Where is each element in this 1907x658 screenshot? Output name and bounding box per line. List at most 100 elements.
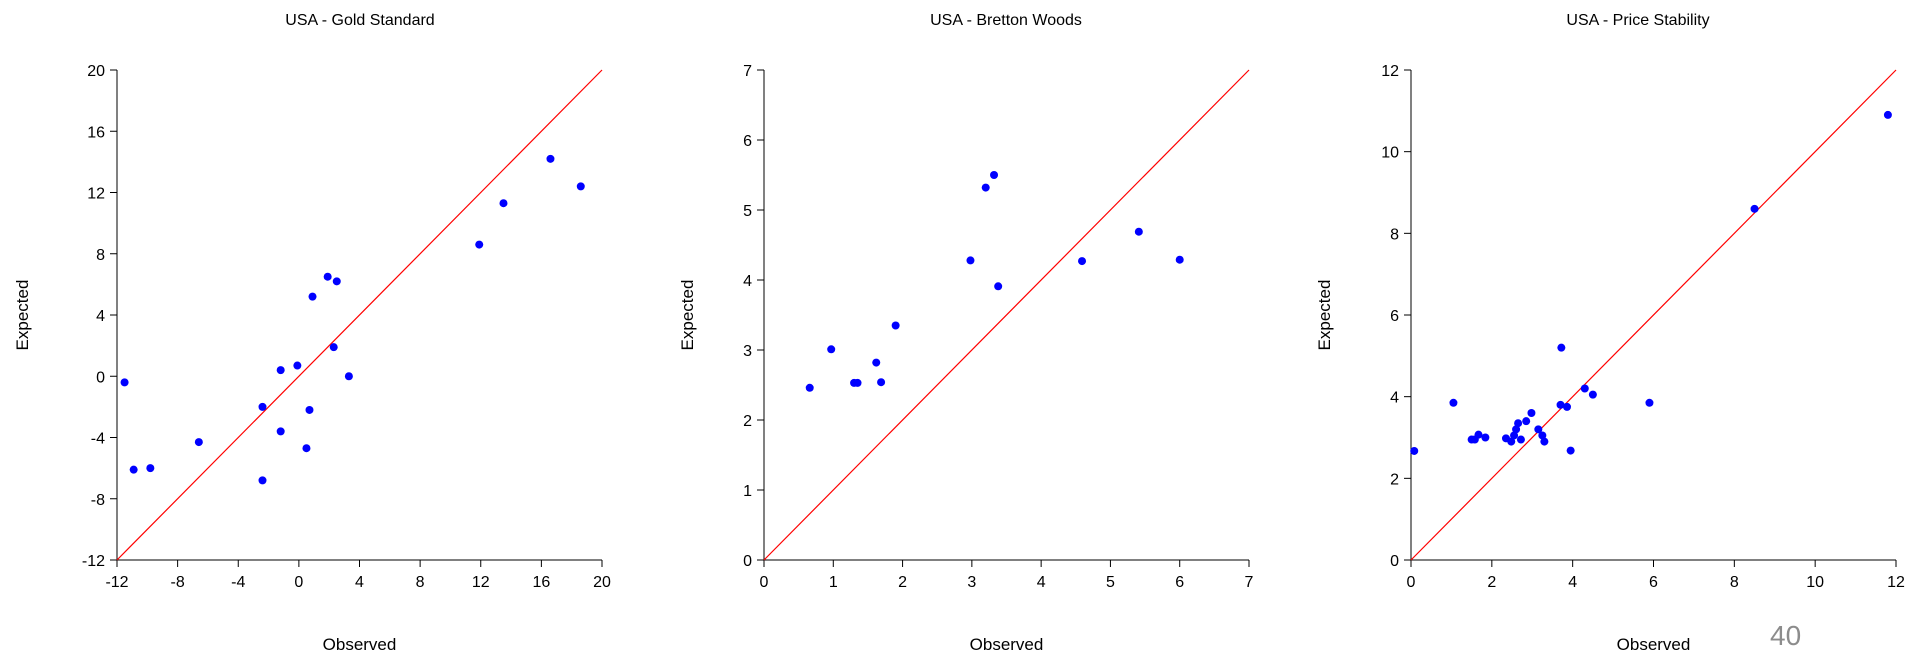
x-tick-label: 2 [1487,574,1496,591]
y-tick-label: 3 [743,343,752,360]
reference-line [763,69,1250,561]
y-tick-label: 8 [1390,226,1399,243]
y-tick-label: 6 [743,133,752,150]
data-point [120,378,129,387]
x-tick-label: 10 [1806,574,1824,591]
data-point [853,378,862,387]
data-point [146,464,155,473]
data-point [1516,435,1525,444]
data-point [1410,446,1419,455]
data-point [1134,227,1143,236]
x-tick-label: 6 [1649,574,1658,591]
x-tick-label: 1 [829,574,838,591]
data-point [877,378,886,387]
data-point [1538,431,1547,440]
data-point [994,282,1003,291]
data-point [891,321,900,330]
data-point [305,405,314,414]
data-point [546,154,555,163]
x-axis-label: Observed [323,635,397,654]
data-point [308,292,317,301]
data-point [1588,390,1597,399]
x-tick-label: 8 [416,574,425,591]
x-tick-label: 0 [294,574,303,591]
y-tick-label: 7 [743,63,752,80]
y-tick-label: 16 [87,124,105,141]
y-axis-label: Expected [13,280,32,351]
x-tick-label: 20 [593,574,611,591]
chart-title: USA - Bretton Woods [930,12,1082,29]
data-point [872,358,881,367]
x-tick-label: 8 [1730,574,1739,591]
data-point [1514,419,1523,428]
data-point [1522,417,1531,426]
data-point [276,427,285,436]
data-point [323,272,332,281]
data-point [1883,110,1892,119]
data-point [344,372,353,381]
y-tick-label: 2 [743,413,752,430]
reference-line [116,69,603,561]
data-point [499,199,508,208]
data-point [1175,255,1184,264]
chart-title: USA - Price Stability [1566,12,1709,29]
y-tick-label: 0 [743,553,752,570]
y-tick-label: 20 [87,63,105,80]
data-point [981,183,990,192]
data-point [129,465,138,474]
x-tick-label: 6 [1175,574,1184,591]
data-point [475,240,484,249]
data-point [576,182,585,191]
data-point [1481,433,1490,442]
data-point [1449,398,1458,407]
x-axis-label: Observed [1617,635,1691,654]
y-tick-label: 5 [743,203,752,220]
y-tick-label: -12 [82,553,105,570]
data-point [329,343,338,352]
data-point [1580,384,1589,393]
data-point [293,361,302,370]
x-tick-label: -12 [105,574,128,591]
chart-title: USA - Gold Standard [285,12,434,29]
data-point [276,366,285,375]
y-tick-label: 1 [743,483,752,500]
x-tick-label: 2 [898,574,907,591]
y-tick-label: 4 [743,273,752,290]
data-point [1474,430,1483,439]
y-axis-label: Expected [1315,280,1334,351]
data-point [966,256,975,265]
x-tick-label: 4 [1037,574,1046,591]
x-tick-label: 4 [355,574,364,591]
page-number: 40 [1770,620,1802,651]
data-point [258,402,267,411]
data-point [1510,431,1519,440]
data-point [332,277,341,286]
data-point [302,444,311,453]
data-point [194,438,203,447]
y-axis-label: Expected [678,280,697,351]
y-tick-label: -8 [91,492,105,509]
data-point [805,383,814,392]
x-tick-label: 0 [760,574,769,591]
x-tick-label: 7 [1245,574,1254,591]
x-tick-label: 4 [1568,574,1577,591]
y-tick-label: 12 [87,186,105,203]
y-tick-label: 0 [1390,553,1399,570]
x-tick-label: -4 [231,574,245,591]
chart-3: USA - Price Stability 0 2 4 6 8 10 12 0 2 4 6 8 10 12 O… [1315,12,1905,654]
data-point [990,171,999,179]
data-point [1556,400,1565,409]
y-tick-label: 6 [1390,308,1399,325]
y-tick-label: 8 [96,247,105,264]
data-point [1540,437,1549,446]
data-point [1534,425,1543,434]
data-point [1563,402,1572,411]
reference-line [1410,69,1897,561]
x-axis-label: Observed [970,635,1044,654]
y-tick-label: -4 [91,431,105,448]
data-point [1645,398,1654,407]
y-tick-label: 0 [96,369,105,386]
chart-2: USA - Bretton Woods 0 1 2 3 4 5 6 7 0 1 2 3 4 5 6 7 Obser… [678,12,1254,654]
x-tick-label: 16 [532,574,550,591]
